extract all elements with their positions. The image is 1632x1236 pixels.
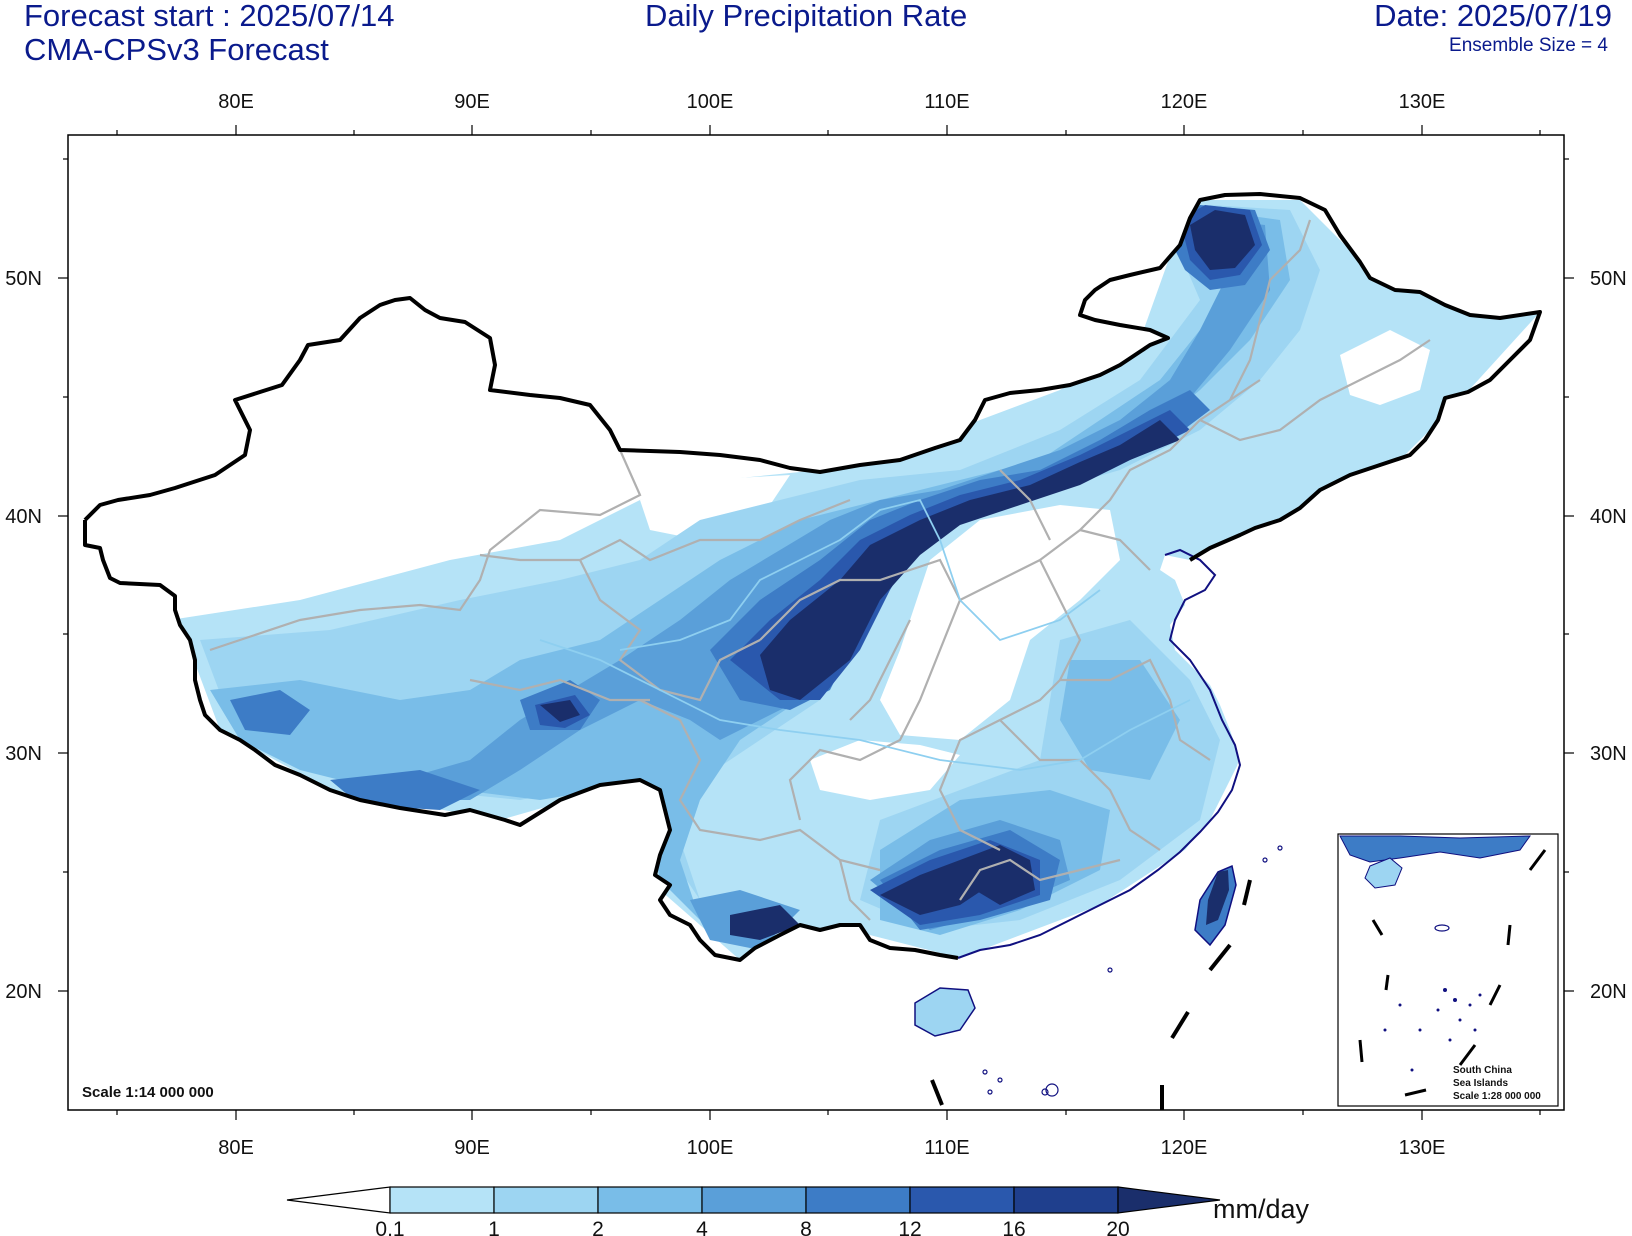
- lon-label-90e: 90E: [454, 1137, 490, 1159]
- map-title: Daily Precipitation Rate: [645, 0, 968, 33]
- ensemble-size-label: Ensemble Size = 4: [1449, 35, 1608, 56]
- lon-label-80e: 80E: [218, 1137, 254, 1159]
- colorbar: 0.1 1 2 4 8 12 16 20 mm/day: [286, 1186, 1310, 1236]
- coastline: [957, 548, 1242, 959]
- lon-labels-bottom: 80E 90E 100E 110E 120E 130E: [218, 1137, 1445, 1159]
- small-islands: [982, 845, 1283, 1097]
- lon-label-130e: 130E: [1399, 91, 1446, 113]
- national-border-south: [83, 520, 959, 962]
- colorbar-box-6: [909, 1186, 1015, 1214]
- valid-date-label: Date: 2025/07/19: [1374, 0, 1612, 33]
- lat-label-20n: 20N: [1590, 981, 1627, 1003]
- lat-label-20n: 20N: [5, 981, 42, 1003]
- lon-labels-top: 80E 90E 100E 110E 120E 130E: [218, 91, 1445, 113]
- forecast-start-label: Forecast start : 2025/07/14: [24, 0, 395, 33]
- colorbar-box-1: [389, 1186, 495, 1214]
- rivers: [539, 498, 1191, 771]
- colorbar-box-7: [1013, 1186, 1119, 1214]
- lon-label-110e: 110E: [924, 1137, 969, 1159]
- colorbar-unit-label: mm/day: [1213, 1194, 1310, 1224]
- colorbar-box-2: [493, 1186, 599, 1214]
- lat-label-50n: 50N: [1590, 268, 1627, 290]
- south-china-sea-inset: South China Sea Islands Scale 1:28 000 0…: [1337, 833, 1559, 1107]
- colorbar-label: 20: [1106, 1218, 1129, 1236]
- colorbar-label: 2: [592, 1218, 604, 1236]
- maritime-boundary: [930, 879, 1252, 1110]
- lon-label-120e: 120E: [1161, 91, 1208, 113]
- lon-label-100e: 100E: [687, 1137, 734, 1159]
- lat-label-30n: 30N: [5, 743, 42, 765]
- colorbar-label: 16: [1002, 1218, 1025, 1236]
- national-border-north: [83, 192, 1542, 562]
- inset-label-line1: South China: [1453, 1065, 1512, 1076]
- inset-label-line2: Sea Islands: [1453, 1078, 1508, 1089]
- lon-label-130e: 130E: [1399, 1137, 1446, 1159]
- colorbar-box-3: [597, 1186, 703, 1214]
- colorbar-box-4: [701, 1186, 807, 1214]
- lon-label-90e: 90E: [454, 91, 490, 113]
- lon-label-110e: 110E: [924, 91, 969, 113]
- inset-scale-label: Scale 1:28 000 000: [1453, 1091, 1541, 1102]
- colorbar-label: 4: [696, 1218, 708, 1236]
- lat-label-50n: 50N: [5, 268, 42, 290]
- map-scale-label: Scale 1:14 000 000: [82, 1084, 214, 1101]
- province-boundaries: [209, 219, 1431, 921]
- taiwan-heavy-rain: [1206, 870, 1229, 925]
- colorbar-box-5: [805, 1186, 911, 1214]
- colorbar-low-triangle: [286, 1186, 391, 1214]
- frame-ticks: [58, 125, 1574, 1120]
- hainan-island: [914, 987, 976, 1037]
- colorbar-label: 1: [488, 1218, 500, 1236]
- lon-label-100e: 100E: [687, 91, 734, 113]
- colorbar-label: 0.1: [375, 1218, 404, 1236]
- model-name-label: CMA-CPSv3 Forecast: [24, 32, 329, 67]
- colorbar-high-triangle: [1117, 1186, 1221, 1214]
- lat-label-30n: 30N: [1590, 743, 1627, 765]
- lat-labels-right: 50N 40N 30N 20N: [1590, 268, 1627, 1003]
- lat-label-40n: 40N: [1590, 506, 1627, 528]
- colorbar-label: 12: [898, 1218, 921, 1236]
- lat-label-40n: 40N: [5, 506, 42, 528]
- lon-label-120e: 120E: [1161, 1137, 1208, 1159]
- lon-label-80e: 80E: [218, 91, 254, 113]
- lat-labels-left: 50N 40N 30N 20N: [5, 268, 42, 1003]
- colorbar-label: 8: [800, 1218, 812, 1236]
